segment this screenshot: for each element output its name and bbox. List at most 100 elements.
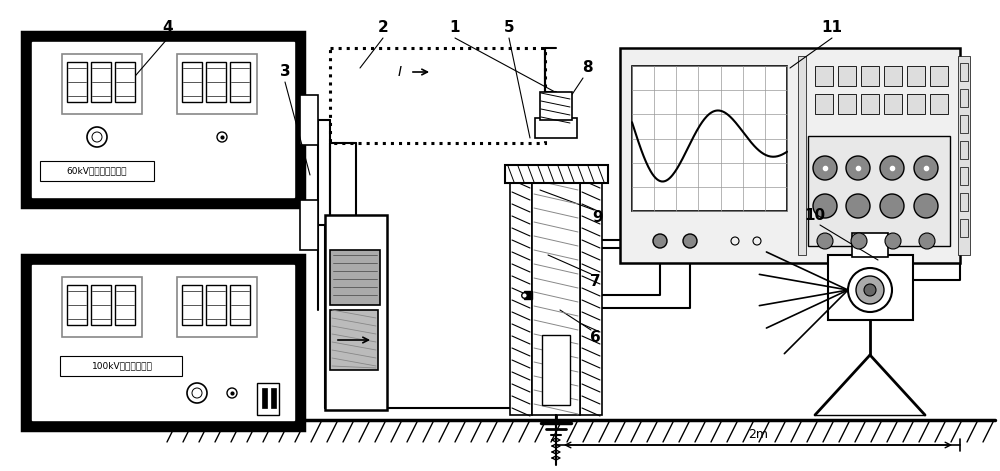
Circle shape <box>856 276 884 304</box>
Bar <box>115 285 135 325</box>
Circle shape <box>919 233 935 249</box>
Bar <box>632 66 787 211</box>
Bar <box>861 94 879 114</box>
Bar <box>177 277 257 337</box>
Bar <box>67 285 87 325</box>
Circle shape <box>192 388 202 398</box>
Bar <box>861 66 879 86</box>
Bar <box>958 56 970 255</box>
Bar <box>262 388 267 408</box>
Text: 7: 7 <box>590 275 600 290</box>
Circle shape <box>87 127 107 147</box>
Bar <box>230 62 250 102</box>
Bar <box>960 63 968 81</box>
Circle shape <box>683 234 697 248</box>
Text: 3: 3 <box>280 65 290 80</box>
Text: I: I <box>398 65 402 79</box>
Circle shape <box>653 234 667 248</box>
Circle shape <box>885 233 901 249</box>
Text: 11: 11 <box>822 21 842 35</box>
Bar <box>852 233 888 257</box>
Text: 2m: 2m <box>748 429 768 441</box>
Circle shape <box>848 268 892 312</box>
Bar <box>206 62 226 102</box>
Bar <box>907 66 925 86</box>
Text: 储能: 储能 <box>350 292 362 302</box>
Bar <box>330 48 545 143</box>
Bar <box>884 66 902 86</box>
Bar <box>300 200 318 250</box>
Bar <box>62 54 142 114</box>
Bar <box>838 66 856 86</box>
Text: 8: 8 <box>582 60 592 75</box>
Circle shape <box>817 233 833 249</box>
Bar <box>907 94 925 114</box>
Circle shape <box>187 383 207 403</box>
Bar <box>535 118 577 138</box>
Circle shape <box>864 284 876 296</box>
Circle shape <box>880 194 904 218</box>
Bar <box>177 54 257 114</box>
Circle shape <box>813 156 837 180</box>
Bar <box>22 255 304 430</box>
Text: 4: 4 <box>163 21 173 35</box>
Bar <box>542 335 570 405</box>
Circle shape <box>92 132 102 142</box>
Bar <box>930 66 948 86</box>
Circle shape <box>846 156 870 180</box>
Bar <box>62 277 142 337</box>
Bar <box>40 161 154 181</box>
Text: 1: 1 <box>450 21 460 35</box>
Bar <box>325 215 387 410</box>
Circle shape <box>914 156 938 180</box>
Bar <box>930 94 948 114</box>
Bar <box>580 175 602 415</box>
Bar <box>815 94 833 114</box>
Bar <box>32 265 294 420</box>
Text: 5: 5 <box>504 21 514 35</box>
Bar <box>32 42 294 197</box>
Bar <box>510 175 532 415</box>
Bar <box>206 285 226 325</box>
Bar <box>115 62 135 102</box>
Bar <box>808 136 950 246</box>
Bar <box>60 356 182 376</box>
Bar <box>230 285 250 325</box>
Text: 6: 6 <box>590 331 600 346</box>
Text: 60kV高压脉冲放发器: 60kV高压脉冲放发器 <box>67 167 127 176</box>
Bar <box>300 95 318 145</box>
Bar <box>838 94 856 114</box>
Text: 2: 2 <box>378 21 388 35</box>
Bar <box>182 285 202 325</box>
Bar <box>182 62 202 102</box>
Bar <box>798 56 806 255</box>
Bar <box>960 219 968 237</box>
Bar <box>884 94 902 114</box>
Circle shape <box>851 233 867 249</box>
Bar <box>505 165 608 183</box>
Bar <box>330 250 380 305</box>
Bar <box>960 89 968 107</box>
Bar <box>257 383 279 415</box>
Circle shape <box>880 156 904 180</box>
Text: 10: 10 <box>804 208 826 222</box>
Bar <box>91 62 111 102</box>
Text: 电容: 电容 <box>350 317 362 327</box>
Bar <box>960 141 968 159</box>
Bar <box>960 167 968 185</box>
Bar <box>22 32 304 207</box>
Bar <box>960 115 968 133</box>
Text: 9: 9 <box>593 211 603 226</box>
Bar <box>828 255 913 320</box>
Bar <box>620 48 960 263</box>
Bar <box>960 193 968 211</box>
Circle shape <box>813 194 837 218</box>
Bar <box>815 66 833 86</box>
Circle shape <box>914 194 938 218</box>
Bar <box>67 62 87 102</box>
Circle shape <box>846 194 870 218</box>
Text: 100kV高压直流电源: 100kV高压直流电源 <box>92 362 152 371</box>
Bar <box>540 92 572 120</box>
Bar <box>271 388 276 408</box>
Bar <box>91 285 111 325</box>
